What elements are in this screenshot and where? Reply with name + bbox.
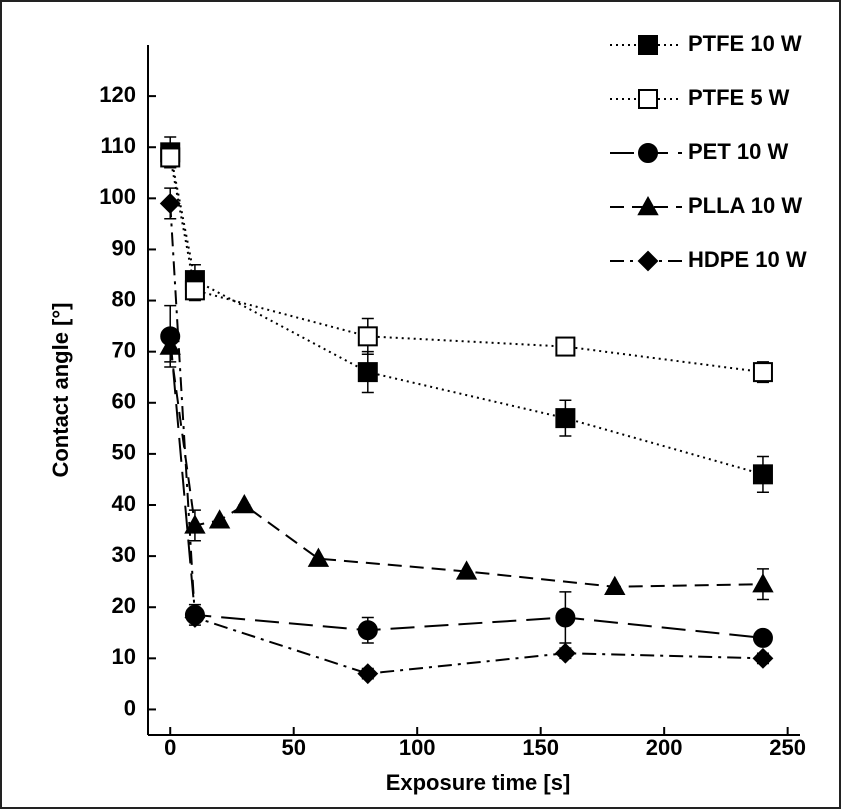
legend-label: PLLA 10 W	[688, 193, 802, 218]
marker	[638, 35, 658, 55]
legend-label: HDPE 10 W	[688, 247, 807, 272]
marker	[184, 280, 205, 301]
y-tick-label: 60	[112, 389, 136, 414]
y-tick-label: 40	[112, 491, 136, 516]
y-tick-label: 30	[112, 542, 136, 567]
x-tick-label: 100	[399, 735, 436, 760]
x-axis-label: Exposure time [s]	[386, 770, 571, 795]
marker	[307, 547, 330, 567]
marker	[604, 575, 626, 595]
series-line	[169, 336, 764, 639]
legend-label: PET 10 W	[688, 139, 788, 164]
marker	[555, 408, 576, 429]
marker	[208, 509, 231, 529]
marker	[159, 193, 181, 214]
marker	[357, 620, 378, 641]
marker	[752, 627, 773, 648]
series-line	[169, 157, 764, 374]
marker	[357, 663, 379, 685]
marker	[160, 147, 181, 168]
y-tick-label: 20	[112, 593, 136, 618]
x-tick-label: 250	[769, 735, 806, 760]
y-tick-label: 70	[112, 337, 136, 362]
y-tick-label: 100	[99, 184, 136, 209]
x-tick-label: 50	[281, 735, 305, 760]
marker	[638, 89, 658, 109]
marker	[752, 362, 773, 383]
marker	[638, 143, 658, 163]
marker	[455, 560, 478, 580]
marker	[637, 250, 659, 272]
marker	[233, 493, 256, 514]
legend-label: PTFE 5 W	[688, 85, 790, 110]
y-tick-label: 90	[112, 235, 136, 260]
y-tick-label: 0	[124, 695, 136, 720]
x-tick-label: 150	[522, 735, 559, 760]
series-line	[169, 346, 763, 588]
y-tick-label: 50	[112, 440, 136, 465]
marker	[357, 326, 378, 347]
marker	[357, 362, 378, 383]
marker	[555, 607, 576, 628]
marker	[752, 464, 773, 485]
marker	[554, 642, 576, 664]
legend-label: PTFE 10 W	[688, 31, 802, 56]
y-tick-label: 80	[112, 286, 136, 311]
x-tick-label: 0	[164, 735, 176, 760]
marker	[637, 195, 659, 216]
marker	[184, 607, 206, 628]
y-tick-label: 120	[99, 82, 136, 107]
y-tick-label: 110	[101, 133, 137, 158]
marker	[159, 335, 181, 355]
marker	[752, 573, 774, 593]
series-line	[169, 203, 763, 675]
y-tick-label: 10	[112, 644, 136, 669]
x-tick-label: 200	[646, 735, 683, 760]
marker	[555, 336, 576, 357]
series-line	[169, 152, 764, 476]
y-axis-label: Contact angle [°]	[48, 302, 73, 477]
marker	[752, 647, 774, 669]
